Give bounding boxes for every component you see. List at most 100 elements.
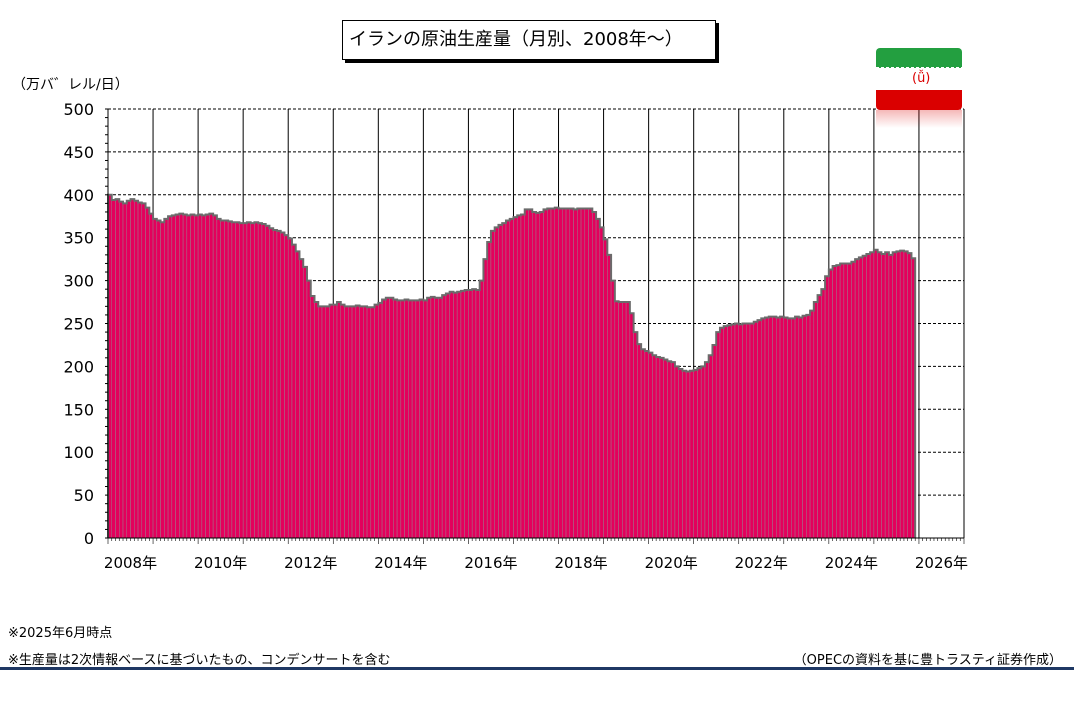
bar bbox=[614, 300, 619, 539]
bar bbox=[802, 315, 807, 539]
bar bbox=[888, 254, 893, 539]
x-tick-label: 2022年 bbox=[735, 554, 788, 572]
bar bbox=[400, 300, 405, 539]
bar bbox=[411, 300, 417, 539]
bar bbox=[513, 216, 518, 539]
y-tick-label: 500 bbox=[63, 100, 94, 119]
bar bbox=[655, 356, 661, 539]
y-tick-label: 0 bbox=[84, 529, 94, 548]
bar bbox=[884, 252, 890, 539]
bar bbox=[156, 220, 161, 539]
bar bbox=[689, 370, 694, 539]
bar bbox=[137, 202, 143, 539]
chart-title: イランの原油生産量（月別、2008年～） bbox=[342, 20, 716, 60]
bar bbox=[284, 234, 289, 539]
bar bbox=[351, 306, 357, 539]
y-tick-label: 450 bbox=[63, 143, 94, 162]
y-tick-label: 100 bbox=[63, 443, 94, 462]
bar bbox=[374, 304, 379, 539]
flag-white-stripe bbox=[876, 68, 962, 90]
bar bbox=[385, 297, 390, 539]
bar bbox=[265, 225, 270, 539]
bar bbox=[171, 215, 176, 539]
bar bbox=[734, 323, 739, 539]
bar bbox=[595, 218, 601, 539]
bar bbox=[678, 368, 683, 539]
bar bbox=[261, 223, 266, 539]
bar bbox=[520, 214, 525, 539]
bar bbox=[333, 304, 338, 539]
bar bbox=[899, 250, 905, 539]
bar bbox=[336, 301, 342, 539]
bar bbox=[475, 289, 480, 539]
bar bbox=[588, 208, 593, 539]
bar bbox=[272, 229, 278, 539]
flag-green-stripe bbox=[876, 48, 962, 68]
bar bbox=[652, 354, 657, 539]
bar bbox=[715, 331, 721, 539]
bar bbox=[239, 222, 244, 539]
production-chart: 0 50 100 150 200 250 300 350 400 450 500 2008年 2010… bbox=[63, 100, 968, 572]
bar bbox=[479, 280, 484, 539]
bar bbox=[573, 209, 578, 539]
bar bbox=[486, 241, 492, 539]
bar bbox=[640, 348, 646, 539]
bar bbox=[558, 208, 563, 539]
bar bbox=[813, 301, 818, 539]
bar bbox=[235, 222, 240, 539]
bar bbox=[257, 222, 263, 539]
bar bbox=[674, 366, 679, 539]
bar bbox=[528, 209, 533, 539]
bar bbox=[408, 300, 413, 539]
bar bbox=[449, 291, 454, 539]
bar bbox=[663, 359, 668, 539]
bar bbox=[738, 324, 743, 539]
bar bbox=[873, 249, 878, 539]
bar bbox=[302, 266, 308, 539]
bar bbox=[182, 214, 188, 539]
bar bbox=[348, 306, 353, 539]
bar bbox=[896, 251, 901, 539]
y-axis-ticks: 0 50 100 150 200 250 300 350 400 450 500 bbox=[63, 100, 94, 548]
bar bbox=[314, 301, 319, 539]
bar bbox=[618, 301, 623, 539]
y-axis-unit-label: （万バ゛レル/日） bbox=[12, 77, 129, 93]
bar bbox=[768, 316, 773, 539]
bar bbox=[220, 220, 225, 539]
bar bbox=[791, 318, 796, 539]
bar bbox=[468, 289, 473, 539]
bar bbox=[306, 280, 311, 539]
bar bbox=[175, 214, 180, 539]
bar bbox=[708, 354, 713, 539]
bar bbox=[423, 300, 428, 539]
bar bbox=[340, 304, 345, 539]
bar bbox=[776, 317, 781, 539]
bar bbox=[622, 301, 627, 539]
bar bbox=[321, 306, 327, 539]
bar bbox=[862, 255, 867, 539]
bar bbox=[366, 306, 372, 539]
bar bbox=[509, 218, 514, 539]
bar bbox=[471, 288, 477, 539]
bar bbox=[787, 318, 792, 539]
bar bbox=[854, 258, 860, 539]
bar bbox=[280, 232, 285, 539]
bar bbox=[877, 252, 882, 539]
bar bbox=[580, 208, 586, 539]
bar bbox=[817, 294, 822, 539]
bar bbox=[438, 297, 443, 539]
bar bbox=[531, 211, 537, 539]
bar bbox=[194, 215, 199, 539]
bar bbox=[745, 323, 751, 539]
y-tick-label: 300 bbox=[63, 272, 94, 291]
bar bbox=[396, 300, 402, 539]
bar bbox=[287, 238, 293, 539]
bar bbox=[419, 299, 424, 539]
bar bbox=[130, 198, 135, 539]
bar bbox=[892, 252, 897, 539]
bar bbox=[719, 327, 724, 539]
flag-reflection bbox=[876, 110, 962, 128]
bar bbox=[426, 297, 432, 539]
bar bbox=[543, 209, 548, 539]
bar bbox=[122, 203, 128, 539]
